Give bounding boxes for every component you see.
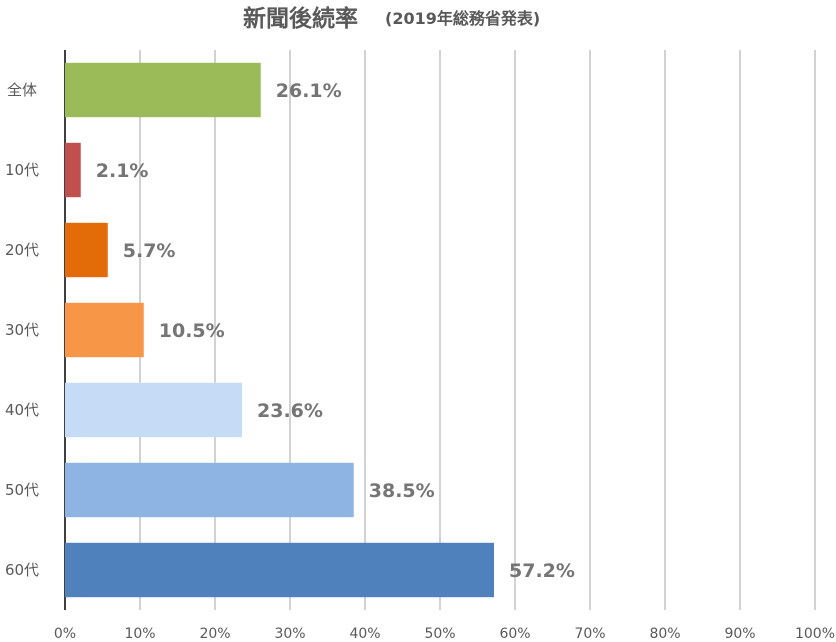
data-label: 2.1% — [96, 160, 149, 182]
data-label: 26.1% — [276, 80, 342, 102]
x-tick-label: 80% — [649, 626, 680, 642]
category-label: 20代 — [5, 241, 39, 259]
bar — [65, 142, 81, 198]
chart-subtitle: (2019年総務省発表) — [385, 9, 540, 28]
data-label: 5.7% — [123, 240, 176, 262]
x-tick-label: 90% — [724, 626, 755, 642]
bar — [65, 302, 144, 358]
x-tick-label: 100% — [795, 626, 835, 642]
x-tick-label: 40% — [349, 626, 380, 642]
x-tick-label: 70% — [574, 626, 605, 642]
bar — [65, 542, 494, 598]
category-label: 60代 — [5, 561, 39, 579]
category-label: 10代 — [5, 161, 39, 179]
x-tick-label: 20% — [199, 626, 230, 642]
bar — [65, 382, 242, 438]
data-label: 57.2% — [509, 560, 575, 582]
x-tick-label: 0% — [54, 626, 76, 642]
bar — [65, 222, 108, 278]
x-tick-label: 50% — [424, 626, 455, 642]
category-label: 40代 — [5, 401, 39, 419]
category-label: 全体 — [7, 81, 37, 99]
bar — [65, 462, 354, 518]
chart-title: 新聞後続率 — [243, 5, 358, 32]
labels: 0% 10% 20% 30% 40% 50% 60% 70% 80% 90% 100% 全体 26.1%… — [5, 80, 835, 642]
bar — [65, 62, 261, 118]
x-tick-label: 30% — [274, 626, 305, 642]
data-label: 23.6% — [257, 400, 323, 422]
bars — [65, 62, 494, 598]
x-tick-label: 10% — [124, 626, 155, 642]
category-label: 30代 — [5, 321, 39, 339]
data-label: 38.5% — [369, 480, 435, 502]
category-label: 50代 — [5, 481, 39, 499]
x-tick-label: 60% — [499, 626, 530, 642]
data-label: 10.5% — [159, 320, 225, 342]
